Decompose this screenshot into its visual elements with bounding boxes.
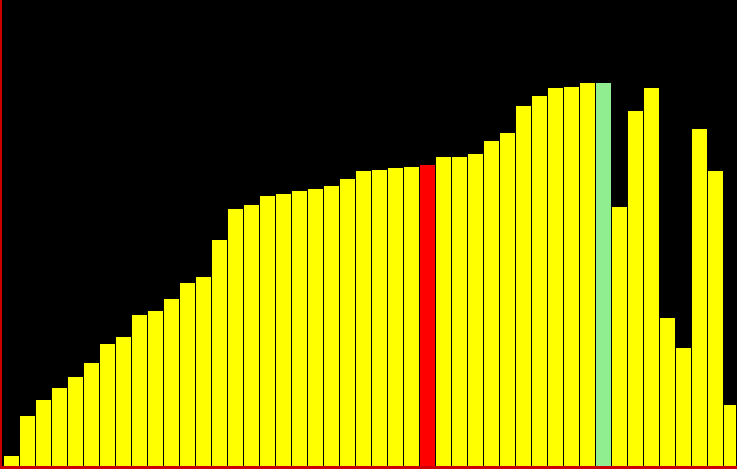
bar-active (419, 164, 436, 467)
left-axis-line (0, 0, 2, 469)
bar (67, 376, 84, 467)
bar (387, 167, 404, 467)
bar (547, 87, 564, 467)
bar (675, 347, 692, 467)
bar (147, 310, 164, 467)
bar (531, 95, 548, 467)
bar (643, 87, 660, 467)
bar (131, 314, 148, 467)
bar (435, 156, 452, 467)
bar (323, 185, 340, 467)
bar (483, 140, 500, 467)
bar (515, 105, 532, 467)
bar (275, 193, 292, 467)
bar (163, 298, 180, 467)
bar (179, 282, 196, 467)
bar (371, 169, 388, 467)
bar (451, 156, 468, 467)
bar (691, 128, 708, 467)
bar (339, 178, 356, 467)
bar (195, 276, 212, 467)
bar (579, 82, 596, 467)
bar-compare (595, 82, 612, 467)
bottom-axis-line (0, 466, 737, 469)
bar (243, 204, 260, 467)
bar (19, 415, 36, 467)
bar (99, 343, 116, 467)
bar (403, 166, 420, 467)
bar (563, 86, 580, 467)
bar (723, 404, 737, 467)
bar (611, 206, 628, 467)
bar (35, 399, 52, 467)
bar (467, 153, 484, 467)
bar (355, 170, 372, 467)
bar (259, 195, 276, 467)
bar (291, 190, 308, 467)
bar (659, 317, 676, 467)
bar (211, 239, 228, 467)
bar (115, 336, 132, 467)
bar (627, 110, 644, 467)
bar (307, 188, 324, 467)
bar (83, 362, 100, 467)
bar (227, 208, 244, 467)
bar (499, 132, 516, 467)
bar (51, 387, 68, 467)
bar (707, 170, 724, 467)
